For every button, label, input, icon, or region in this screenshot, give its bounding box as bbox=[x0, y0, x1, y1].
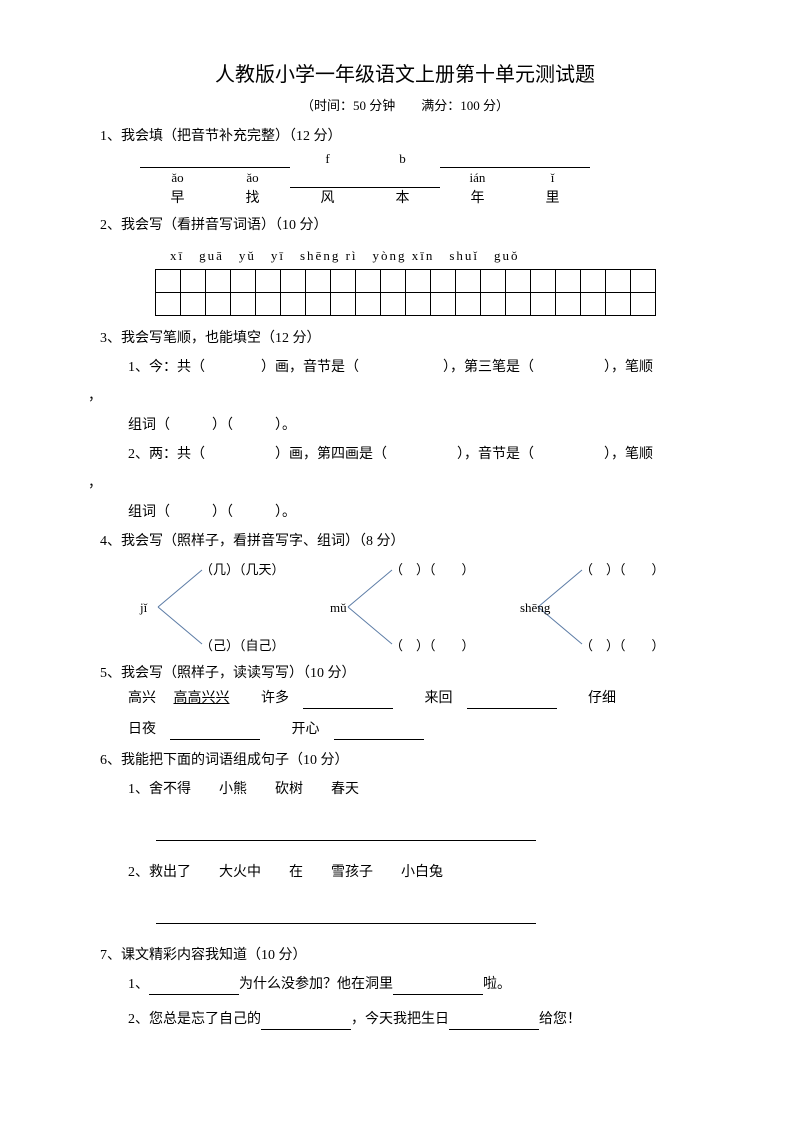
page-subtitle: （时间：50 分钟 满分：100 分） bbox=[100, 96, 710, 116]
q3-heading: 3、我会写笔顺，也能填空（12 分） bbox=[100, 328, 710, 349]
q6-line2 bbox=[156, 891, 710, 931]
q5-r1-e: 仔细 bbox=[588, 691, 616, 706]
q4-diagrams: （几）（几天） jǐ （己）（自己） （ ）（ ） mǔ （ ）（ ） （ ）（… bbox=[140, 560, 690, 655]
q4-heading: 4、我会写（照样子，看拼音写字、组词）（8 分） bbox=[100, 531, 710, 552]
q5-row1: 高兴 高高兴兴 许多 来回 仔细 bbox=[128, 688, 710, 709]
q1-pinyin-row: ǎoǎofbiánǐ bbox=[140, 149, 710, 188]
q7-blank bbox=[261, 1015, 351, 1030]
q5-blank bbox=[303, 694, 393, 709]
q5-heading: 5、我会写（照样子，读读写写）（10 分） bbox=[100, 663, 710, 684]
q7-blank bbox=[449, 1015, 539, 1030]
q7-s1b: 为什么没参加？他在洞里 bbox=[239, 977, 393, 992]
q2-grid bbox=[155, 269, 656, 316]
q5-r2-b: 开心 bbox=[292, 722, 320, 737]
q6-s1: 1、舍不得 小熊 砍树 春天 bbox=[128, 779, 710, 800]
q7-s1c: 啦。 bbox=[483, 977, 511, 992]
q7-s1: 1、 为什么没参加？他在洞里 啦。 bbox=[128, 974, 710, 995]
q7-blank bbox=[149, 980, 239, 995]
q1-heading: 1、我会填（把音节补充完整）（12 分） bbox=[100, 126, 710, 147]
q7-heading: 7、课文精彩内容我知道（10 分） bbox=[100, 945, 710, 966]
q6-heading: 6、我能把下面的词语组成句子（10 分） bbox=[100, 750, 710, 771]
q6-s2: 2、救出了 大火中 在 雪孩子 小白兔 bbox=[128, 862, 710, 883]
q7-blank bbox=[393, 980, 483, 995]
q1-char-row: 早找风本年里 bbox=[140, 188, 710, 209]
q7-s1a: 1、 bbox=[128, 977, 149, 992]
q5-blank bbox=[334, 725, 424, 740]
q2-pinyin: xī guā yǔ yī shēng rì yòng xīn shuǐ guǒ bbox=[170, 246, 710, 266]
q3-comma1: ， bbox=[88, 386, 710, 407]
q3-sub1b: 组词（ ）（ ）。 bbox=[128, 415, 710, 436]
q6-line1 bbox=[156, 808, 710, 848]
q7-s2: 2、您总是忘了自己的 ，今天我把生日 给您！ bbox=[128, 1009, 710, 1030]
q7-s2c: 给您！ bbox=[539, 1012, 581, 1027]
q3-sub2a: 2、两：共（ ）画，第四画是（ ），音节是（ ），笔顺 bbox=[128, 444, 710, 465]
q3-comma2: ， bbox=[88, 473, 710, 494]
q5-r1-b: 高高兴兴 bbox=[174, 691, 230, 706]
q5-blank bbox=[467, 694, 557, 709]
q5-blank bbox=[170, 725, 260, 740]
q3-sub2b: 组词（ ）（ ）。 bbox=[128, 502, 710, 523]
q7-s2b: ，今天我把生日 bbox=[351, 1012, 449, 1027]
page-title: 人教版小学一年级语文上册第十单元测试题 bbox=[100, 60, 710, 90]
q5-r1-c: 许多 bbox=[261, 691, 289, 706]
q5-row2: 日夜 开心 bbox=[128, 719, 710, 740]
q5-r1-d: 来回 bbox=[425, 691, 453, 706]
q5-r2-a: 日夜 bbox=[128, 722, 156, 737]
q2-heading: 2、我会写（看拼音写词语）（10 分） bbox=[100, 215, 710, 236]
q7-s2a: 2、您总是忘了自己的 bbox=[128, 1012, 261, 1027]
q5-r1-a: 高兴 bbox=[128, 691, 156, 706]
q3-sub1a: 1、今：共（ ）画，音节是（ ），第三笔是（ ），笔顺 bbox=[128, 357, 710, 378]
